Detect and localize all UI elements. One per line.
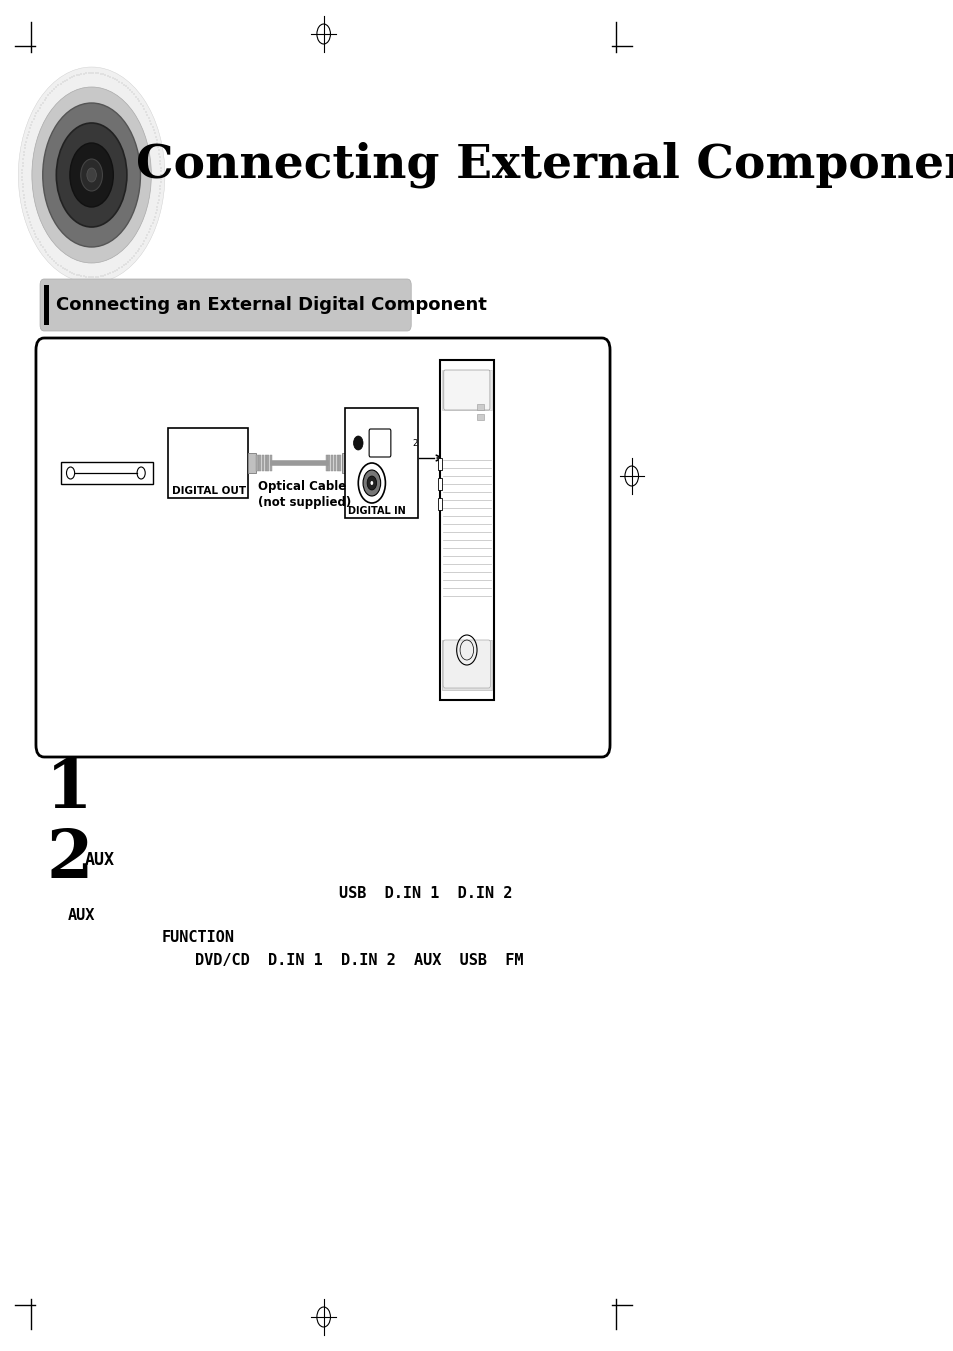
Bar	[267, 455, 269, 471]
Text: AUX: AUX	[85, 851, 114, 869]
Circle shape	[70, 143, 113, 207]
Text: USB  D.IN 1  D.IN 2: USB D.IN 1 D.IN 2	[339, 885, 512, 901]
Bar	[264, 455, 267, 471]
Bar	[441, 640, 492, 690]
Bar	[331, 455, 333, 471]
Bar	[325, 455, 328, 471]
Bar	[441, 370, 492, 409]
Text: Optical Cable
(not supplied): Optical Cable (not supplied)	[257, 480, 351, 509]
Text: 1: 1	[46, 758, 92, 823]
Bar	[439, 359, 494, 700]
Bar	[341, 453, 350, 473]
Text: 2: 2	[46, 828, 92, 893]
Circle shape	[56, 123, 127, 227]
Text: DVD/CD  D.IN 1  D.IN 2  AUX  USB  FM: DVD/CD D.IN 1 D.IN 2 AUX USB FM	[195, 952, 523, 967]
FancyBboxPatch shape	[40, 280, 411, 331]
Bar	[168, 428, 248, 499]
Circle shape	[367, 476, 376, 490]
Bar	[256, 455, 258, 471]
Bar	[339, 455, 341, 471]
Bar	[262, 455, 264, 471]
Text: 2: 2	[412, 439, 417, 447]
Bar	[336, 455, 338, 471]
Circle shape	[354, 436, 363, 450]
Text: DIGITAL IN: DIGITAL IN	[348, 507, 405, 516]
Text: Connecting an External Digital Component: Connecting an External Digital Component	[55, 296, 486, 313]
Bar	[270, 455, 272, 471]
FancyBboxPatch shape	[369, 430, 391, 457]
Bar	[437, 499, 441, 509]
Bar	[437, 458, 441, 470]
Text: AUX: AUX	[68, 908, 95, 923]
Bar	[334, 455, 335, 471]
Bar	[61, 462, 152, 484]
Circle shape	[31, 86, 152, 263]
Circle shape	[370, 481, 373, 485]
Bar	[328, 455, 330, 471]
FancyBboxPatch shape	[442, 640, 490, 688]
Bar	[437, 478, 441, 490]
Bar	[476, 413, 483, 420]
Circle shape	[81, 159, 102, 190]
Circle shape	[87, 168, 96, 182]
Bar	[476, 404, 483, 409]
Bar	[248, 453, 256, 473]
Text: Connecting External Components: Connecting External Components	[135, 142, 953, 188]
Bar	[259, 455, 261, 471]
Text: FUNCTION: FUNCTION	[161, 929, 234, 944]
Circle shape	[18, 68, 165, 282]
FancyBboxPatch shape	[36, 338, 609, 757]
Bar	[44, 285, 49, 326]
Bar	[344, 408, 417, 517]
Text: DIGITAL OUT: DIGITAL OUT	[172, 486, 246, 496]
Circle shape	[363, 470, 380, 496]
Circle shape	[43, 103, 140, 247]
FancyBboxPatch shape	[443, 370, 490, 409]
